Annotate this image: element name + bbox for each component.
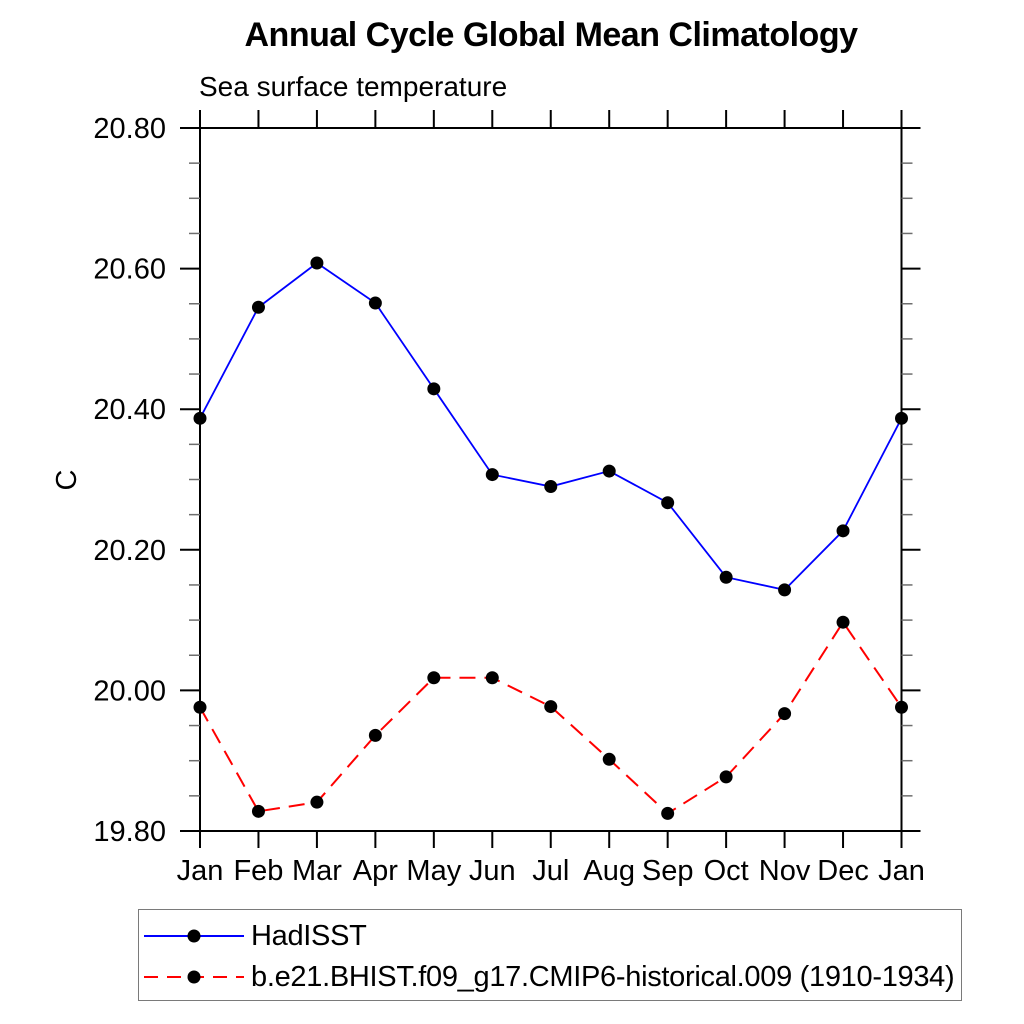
legend-line-sample-solid [144,929,244,943]
x-tick-label: May [406,855,461,887]
data-point-marker-0 [836,524,850,538]
data-point-marker-0 [778,583,792,597]
legend: HadISST b.e21.BHIST.f09_g17.CMIP6-histor… [138,909,962,1001]
data-point-marker-0 [368,296,382,310]
data-point-marker-0 [661,496,675,510]
data-point-marker-1 [427,671,441,685]
legend-marker-dot [187,929,201,943]
data-point-marker-1 [836,615,850,629]
y-tick-label: 20.00 [93,675,166,707]
data-point-marker-0 [193,411,207,425]
legend-line-sample-dashed [144,970,244,984]
legend-marker-dot [187,970,201,984]
data-point-marker-1 [193,700,207,714]
x-tick-label: Jun [469,855,516,887]
data-point-marker-0 [310,256,324,270]
data-point-marker-0 [427,382,441,396]
legend-item-model: b.e21.BHIST.f09_g17.CMIP6-historical.009… [142,960,955,994]
y-tick-label: 20.40 [93,394,166,426]
plot-frame [199,127,903,832]
data-point-marker-0 [719,570,733,584]
series-line-1 [199,620,903,815]
series-line-0 [199,261,903,591]
x-tick-label: Sep [642,855,694,887]
data-point-marker-1 [485,671,499,685]
legend-item-hadisst: HadISST [142,919,367,953]
data-point-marker-1 [544,700,558,714]
data-point-marker-1 [251,804,265,818]
x-tick-label: Aug [583,855,635,887]
data-point-marker-0 [544,480,558,494]
data-point-marker-1 [661,806,675,820]
x-tick-label: Nov [759,855,811,887]
y-tick-label: 19.80 [93,816,166,848]
data-point-marker-1 [310,795,324,809]
data-point-marker-1 [602,752,616,766]
data-point-marker-0 [485,468,499,482]
x-tick-label: Feb [233,855,283,887]
legend-label-model: b.e21.BHIST.f09_g17.CMIP6-historical.009… [251,960,955,993]
data-point-marker-1 [895,700,908,714]
y-tick-label: 20.80 [93,113,166,145]
data-point-marker-1 [778,707,792,721]
data-point-marker-1 [719,770,733,784]
data-point-marker-0 [602,464,616,478]
x-tick-label: Mar [292,855,342,887]
chart-subtitle: Sea surface temperature [199,71,508,102]
x-tick-label: Jul [532,855,569,887]
x-tick-label: Jan [177,855,224,887]
x-tick-label: Apr [353,855,398,887]
data-point-marker-1 [368,728,382,742]
x-tick-label: Jan [878,855,925,887]
data-point-marker-0 [251,300,265,314]
legend-label-hadisst: HadISST [251,919,367,952]
y-tick-label: 20.60 [93,254,166,286]
x-tick-label: Oct [704,855,749,887]
y-tick-label: 20.20 [93,535,166,567]
chart-title: Annual Cycle Global Mean Climatology [244,16,859,54]
x-tick-label: Dec [817,855,869,887]
data-point-marker-0 [895,411,908,425]
